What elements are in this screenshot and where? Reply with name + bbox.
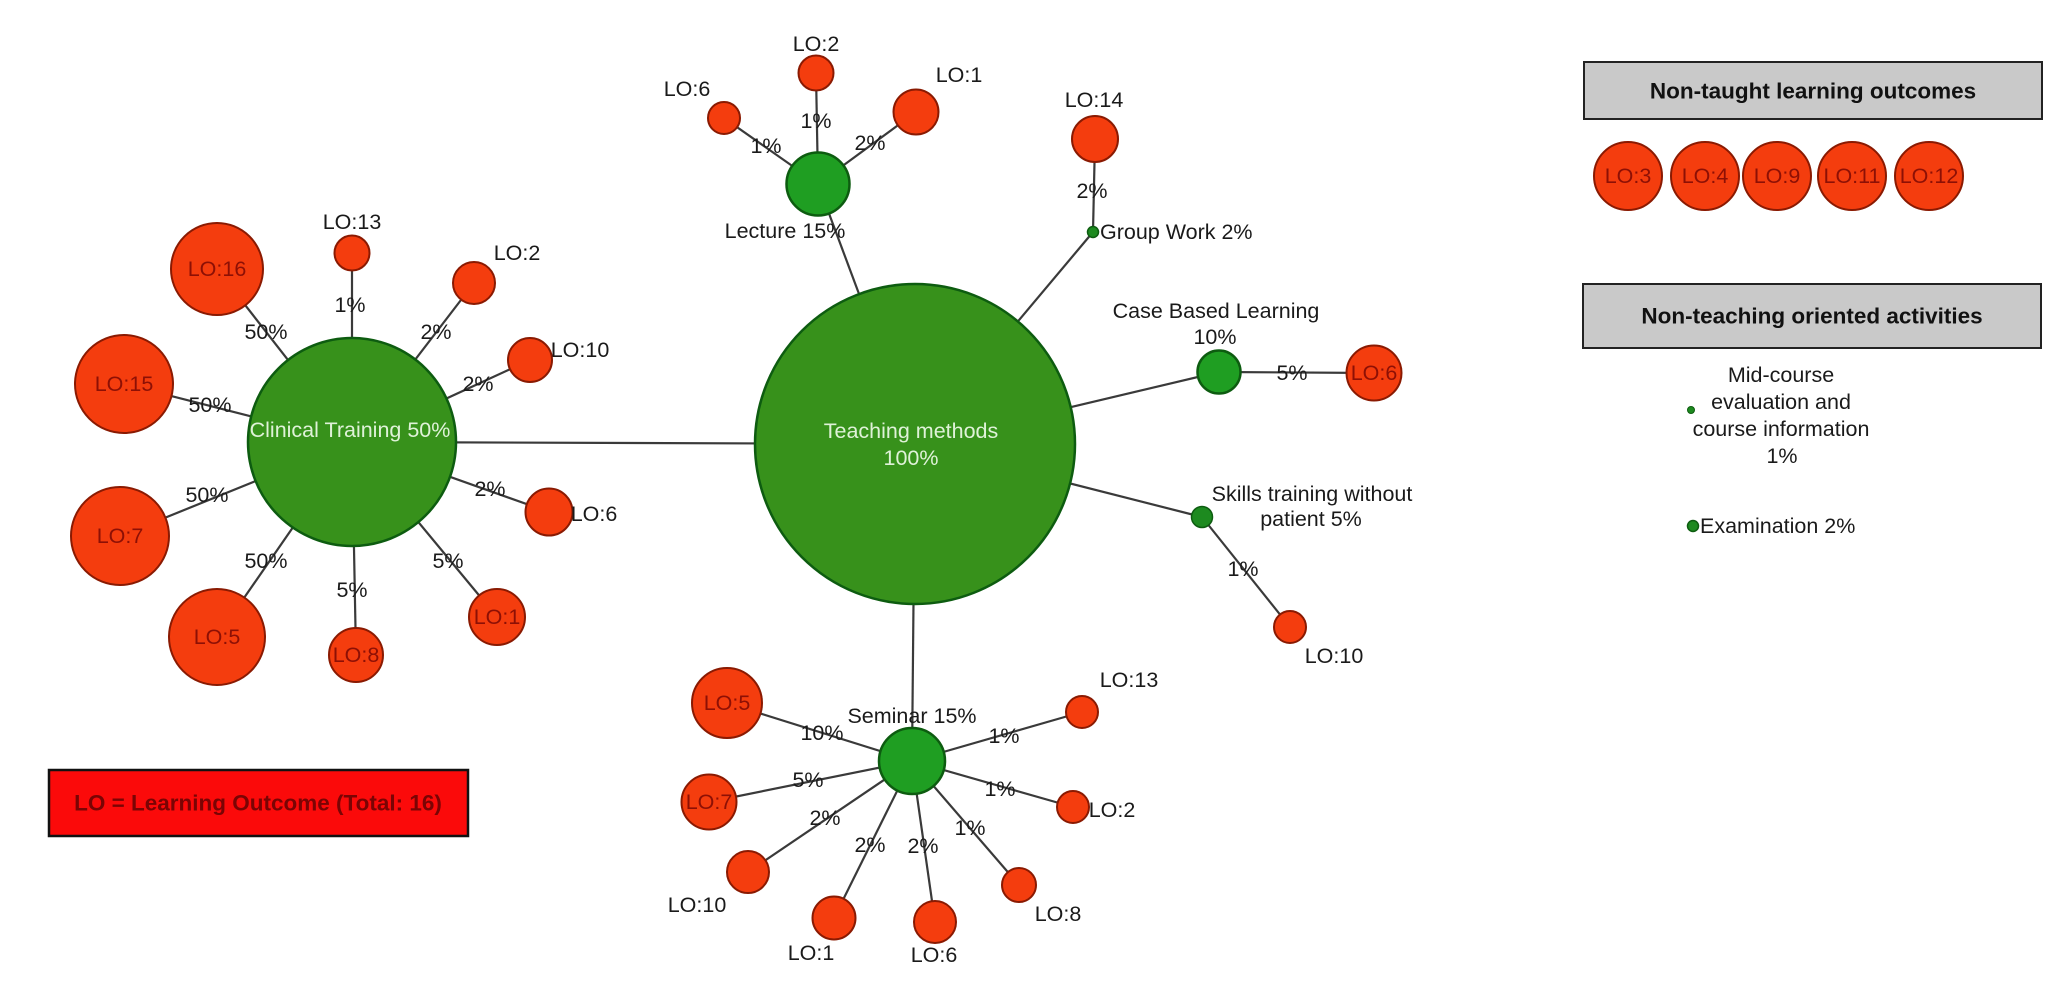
- svg-text:LO:12: LO:12: [1900, 164, 1959, 188]
- svg-text:10%: 10%: [800, 721, 843, 745]
- svg-text:1%: 1%: [334, 293, 365, 317]
- svg-text:LO:6: LO:6: [1351, 361, 1398, 385]
- svg-text:5%: 5%: [792, 768, 823, 792]
- svg-text:5%: 5%: [432, 549, 463, 573]
- svg-text:LO:8: LO:8: [1035, 902, 1082, 926]
- svg-text:LO:5: LO:5: [704, 691, 751, 715]
- svg-text:LO:9: LO:9: [1754, 164, 1801, 188]
- svg-text:LO:16: LO:16: [188, 257, 247, 281]
- svg-text:LO:6: LO:6: [571, 502, 618, 526]
- svg-text:evaluation and: evaluation and: [1711, 390, 1851, 414]
- svg-text:Case Based Learning: Case Based Learning: [1113, 299, 1320, 323]
- svg-text:LO:13: LO:13: [323, 210, 382, 234]
- svg-text:1%: 1%: [750, 134, 781, 158]
- svg-text:Non-teaching oriented activiti: Non-teaching oriented activities: [1641, 304, 1982, 329]
- svg-text:LO:15: LO:15: [95, 372, 154, 396]
- svg-text:patient 5%: patient 5%: [1260, 507, 1362, 531]
- svg-text:LO:13: LO:13: [1100, 668, 1159, 692]
- svg-text:1%: 1%: [988, 724, 1019, 748]
- svg-text:2%: 2%: [474, 477, 505, 501]
- svg-text:100%: 100%: [884, 446, 939, 470]
- svg-text:course information: course information: [1693, 417, 1870, 441]
- svg-text:LO:1: LO:1: [936, 63, 983, 87]
- svg-text:LO:7: LO:7: [686, 790, 733, 814]
- svg-text:1%: 1%: [1227, 557, 1258, 581]
- svg-text:50%: 50%: [244, 320, 287, 344]
- svg-text:LO:10: LO:10: [668, 893, 727, 917]
- svg-text:2%: 2%: [854, 131, 885, 155]
- svg-text:Seminar 15%: Seminar 15%: [847, 704, 976, 728]
- svg-text:Skills training without: Skills training without: [1212, 482, 1413, 506]
- svg-text:2%: 2%: [907, 834, 938, 858]
- svg-text:Clinical Training 50%: Clinical Training 50%: [250, 418, 451, 442]
- svg-text:LO:7: LO:7: [97, 524, 144, 548]
- svg-text:2%: 2%: [854, 833, 885, 857]
- svg-text:LO:1: LO:1: [788, 941, 835, 965]
- svg-text:Non-taught learning outcomes: Non-taught learning outcomes: [1650, 79, 1976, 104]
- svg-text:LO:11: LO:11: [1824, 164, 1881, 188]
- svg-text:1%: 1%: [984, 777, 1015, 801]
- svg-text:5%: 5%: [336, 578, 367, 602]
- svg-text:LO:2: LO:2: [1089, 798, 1136, 822]
- svg-text:2%: 2%: [1076, 179, 1107, 203]
- svg-text:50%: 50%: [244, 549, 287, 573]
- svg-text:Group Work 2%: Group Work 2%: [1100, 220, 1253, 244]
- svg-text:LO:6: LO:6: [664, 77, 711, 101]
- svg-text:LO:10: LO:10: [1305, 644, 1364, 668]
- svg-text:1%: 1%: [800, 109, 831, 133]
- svg-text:LO:2: LO:2: [793, 32, 840, 56]
- svg-text:2%: 2%: [462, 372, 493, 396]
- svg-text:Mid-course: Mid-course: [1728, 363, 1834, 387]
- svg-text:LO = Learning Outcome (Total:: LO = Learning Outcome (Total: 16): [74, 791, 442, 816]
- svg-text:1%: 1%: [954, 816, 985, 840]
- svg-text:LO:6: LO:6: [911, 943, 958, 967]
- svg-text:LO:2: LO:2: [494, 241, 541, 265]
- svg-text:LO:5: LO:5: [194, 625, 241, 649]
- svg-text:Lecture 15%: Lecture 15%: [725, 219, 846, 243]
- svg-text:10%: 10%: [1193, 325, 1236, 349]
- svg-text:5%: 5%: [1276, 361, 1307, 385]
- svg-text:50%: 50%: [188, 393, 231, 417]
- svg-text:Teaching methods: Teaching methods: [824, 419, 999, 443]
- svg-text:LO:1: LO:1: [474, 605, 521, 629]
- svg-text:1%: 1%: [1766, 444, 1797, 468]
- svg-text:Examination 2%: Examination 2%: [1700, 514, 1855, 538]
- svg-text:LO:10: LO:10: [551, 338, 610, 362]
- svg-text:2%: 2%: [809, 806, 840, 830]
- svg-text:50%: 50%: [185, 483, 228, 507]
- svg-text:2%: 2%: [420, 320, 451, 344]
- svg-text:LO:8: LO:8: [333, 643, 380, 667]
- svg-text:LO:4: LO:4: [1682, 164, 1729, 188]
- svg-text:LO:14: LO:14: [1065, 88, 1124, 112]
- svg-text:LO:3: LO:3: [1605, 164, 1652, 188]
